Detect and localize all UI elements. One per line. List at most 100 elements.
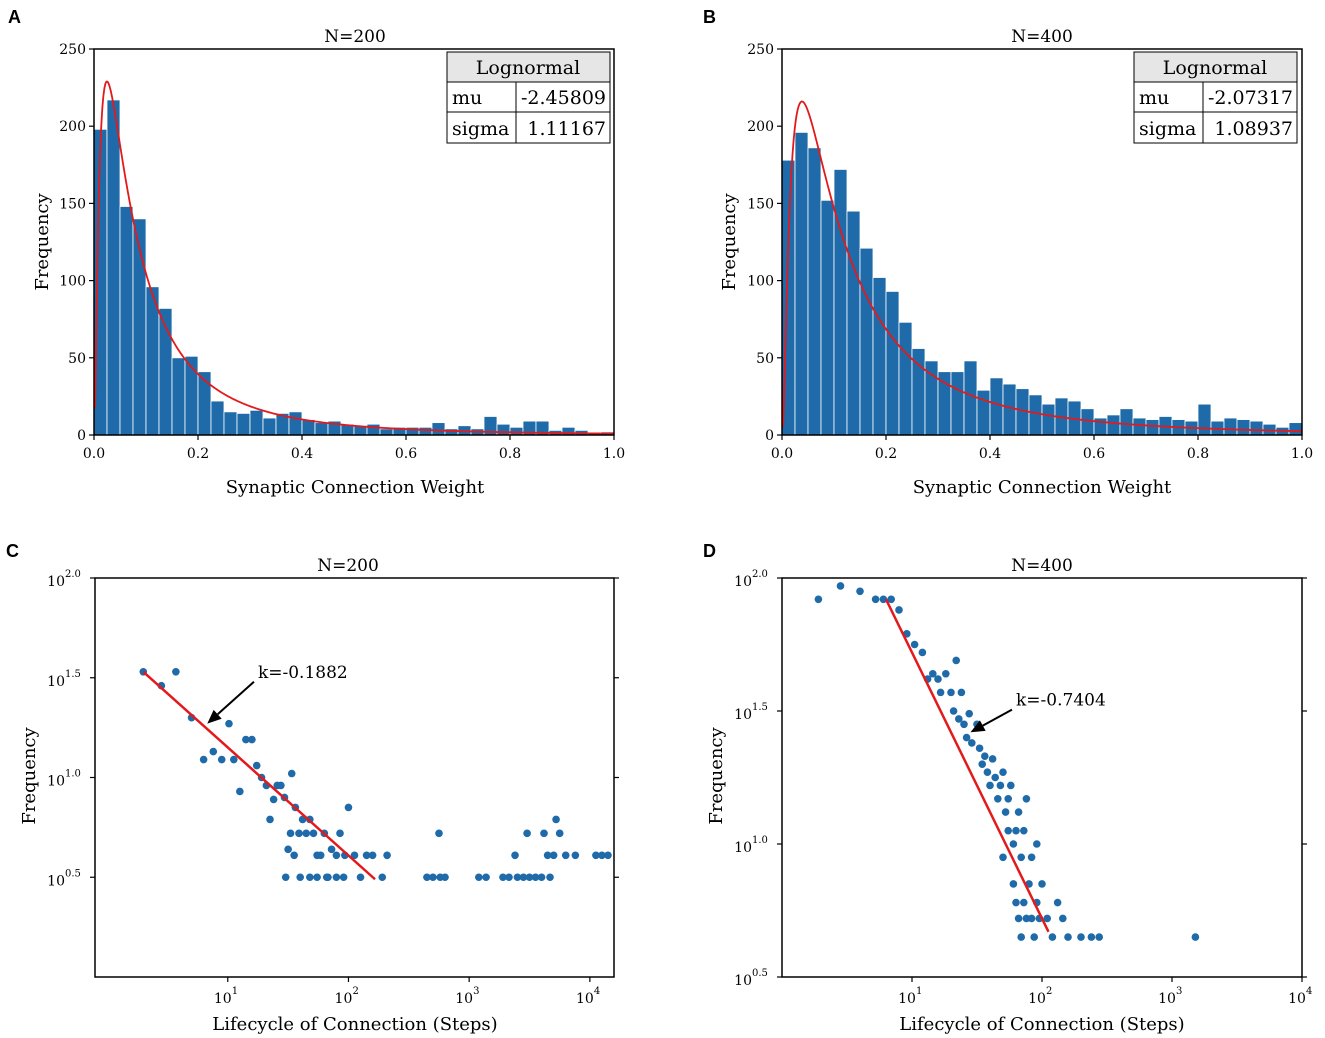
chart-a-frame [93, 48, 615, 436]
scatter-point [949, 707, 958, 715]
scatter-point [1048, 933, 1057, 941]
chart-d-annotation-arrow [982, 708, 1013, 727]
chart-b-xlabel: Synaptic Connection Weight [913, 477, 1172, 498]
histogram-bar [872, 277, 887, 436]
histogram-bar [1223, 417, 1238, 436]
scatter-point [1027, 853, 1036, 862]
scatter-point [1087, 933, 1096, 941]
scatter-point [988, 755, 997, 763]
scatter-point [999, 768, 1007, 776]
chart-c-slope-label: k=-0.1882 [258, 663, 348, 683]
scatter-point [968, 739, 976, 747]
histogram-bar [171, 357, 186, 436]
chart-d-points [814, 582, 1200, 941]
scatter-point [1095, 933, 1103, 941]
y-tick-label: 200 [59, 119, 86, 135]
scatter-point [960, 720, 968, 729]
scatter-point [336, 829, 344, 838]
scatter-point [991, 773, 999, 782]
scatter-point [1030, 933, 1038, 941]
scatter-point [887, 595, 895, 604]
histogram-bar [794, 131, 809, 436]
chart-a-ylabel: Frequency [32, 192, 53, 290]
chart-c-xlabel: Lifecycle of Connection (Steps) [212, 1014, 497, 1035]
scatter-point [552, 815, 560, 824]
scatter-point [986, 781, 994, 790]
histogram-bar [820, 199, 835, 436]
y-tick-exponent: 2.0 [752, 569, 768, 580]
scatter-point [957, 688, 966, 697]
scatter-point [435, 829, 443, 838]
panel-label-c: C [6, 541, 19, 561]
chart-b-ylabel: Frequency [719, 192, 740, 290]
y-tick-exponent: 1.5 [752, 702, 768, 713]
scatter-point [378, 873, 387, 882]
scatter-point [978, 760, 986, 768]
chart-d-title: N=400 [1011, 556, 1073, 576]
chart-c-points [139, 667, 612, 882]
table-param-value: 1.08937 [1214, 118, 1293, 140]
chart-b-fit-table: Lognormal mu -2.07317 sigma 1.08937 [1133, 51, 1298, 144]
histogram-bar [314, 422, 329, 436]
scatter-point [549, 851, 558, 860]
scatter-point [955, 715, 963, 723]
chart-c-ylabel: Frequency [19, 726, 40, 824]
scatter-point [1059, 914, 1067, 923]
scatter-point [266, 815, 274, 824]
chart-b-frame [781, 48, 1303, 436]
scatter-point [429, 873, 437, 882]
scatter-point [296, 873, 304, 882]
histogram-bar [106, 99, 121, 436]
scatter-point [836, 582, 845, 590]
histogram-bar [119, 206, 134, 436]
scatter-point [302, 829, 311, 838]
y-tick-exponent: 1.0 [65, 769, 81, 780]
histogram-bar [950, 371, 965, 436]
table-param-name: mu [452, 87, 482, 109]
chart-a-xlabel: Synaptic Connection Weight [226, 477, 485, 498]
scatter-point [423, 873, 431, 882]
scatter-point [327, 845, 336, 854]
table-header-cell [1133, 51, 1298, 83]
histogram-bar [236, 412, 251, 436]
scatter-point [981, 752, 989, 761]
scatter-point [1007, 781, 1015, 790]
scatter-point [975, 744, 984, 753]
x-tick-exponent: 1 [232, 986, 238, 997]
histogram-bar [1106, 414, 1121, 436]
scatter-point [537, 873, 546, 882]
scatter-point [571, 851, 580, 860]
chart-a-histogram: N=200 Synaptic Connection Weight Frequen… [32, 27, 625, 498]
histogram-bar [509, 426, 524, 436]
histogram-bar [366, 423, 381, 436]
chart-c-axes: 10 1 10 2 10 3 10 410 0.510 1.010 1.510 2.0 [47, 569, 619, 1007]
x-tick-label: 0.0 [771, 446, 793, 462]
scatter-point [339, 873, 348, 882]
x-tick-exponent: 1 [916, 986, 922, 997]
scatter-point [269, 795, 278, 804]
scatter-point [505, 873, 513, 882]
x-tick-label: 0.2 [875, 446, 897, 462]
y-tick-label: 10 [47, 574, 65, 590]
scatter-point [313, 851, 321, 860]
histogram-bar [1028, 394, 1043, 436]
scatter-point [1022, 794, 1031, 803]
scatter-point [598, 851, 606, 860]
histogram-bar [1288, 422, 1303, 436]
scatter-point [965, 709, 973, 718]
y-tick-exponent: 2.0 [65, 569, 81, 580]
x-tick-label: 0.6 [395, 446, 417, 462]
y-tick-label: 0 [765, 428, 774, 444]
y-tick-label: 50 [756, 351, 774, 367]
table-param-value: -2.45809 [521, 87, 606, 109]
table-header: Lognormal [476, 57, 580, 79]
chart-d-slope-label: k=-0.7404 [1016, 691, 1106, 711]
table-header: Lognormal [1163, 57, 1267, 79]
chart-b-histogram: N=400 Synaptic Connection Weight Frequen… [719, 27, 1313, 498]
scatter-point [1012, 826, 1020, 835]
histogram-bar [859, 247, 874, 436]
scatter-point [895, 606, 903, 614]
scatter-point [1020, 898, 1028, 907]
scatter-point [936, 688, 945, 697]
y-tick-label: 10 [47, 774, 65, 790]
